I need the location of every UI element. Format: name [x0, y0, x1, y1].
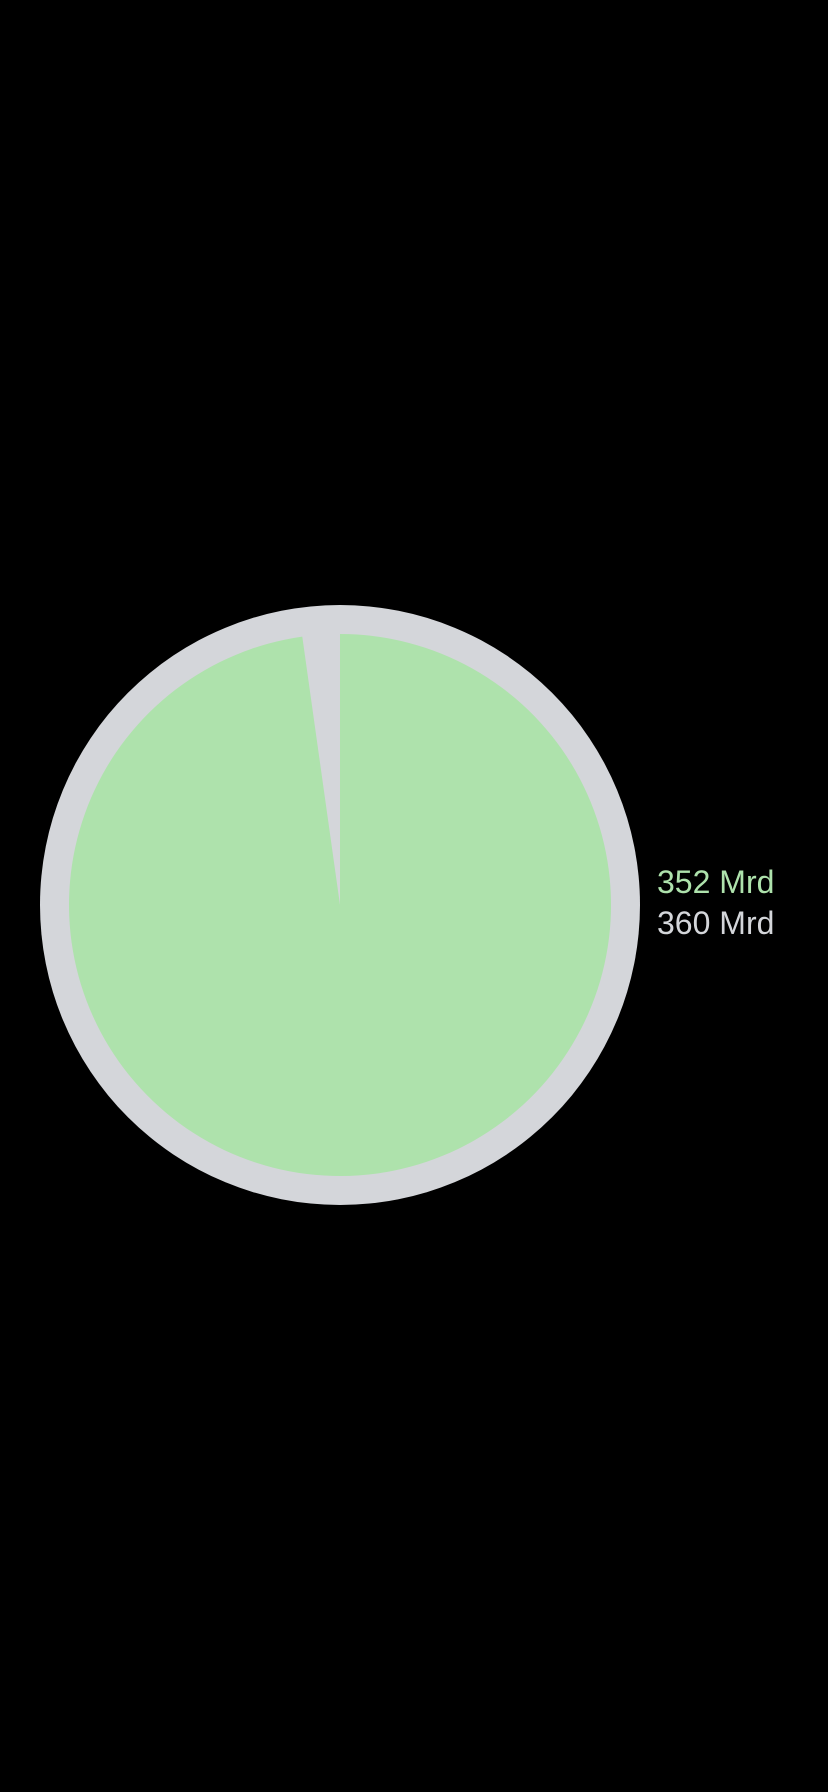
used-value-label: 352 Mrd	[657, 864, 775, 900]
total-value-label: 360 Mrd	[657, 905, 775, 941]
used-slice	[69, 634, 612, 1176]
legend: 352 Mrd 360 Mrd	[657, 862, 774, 944]
